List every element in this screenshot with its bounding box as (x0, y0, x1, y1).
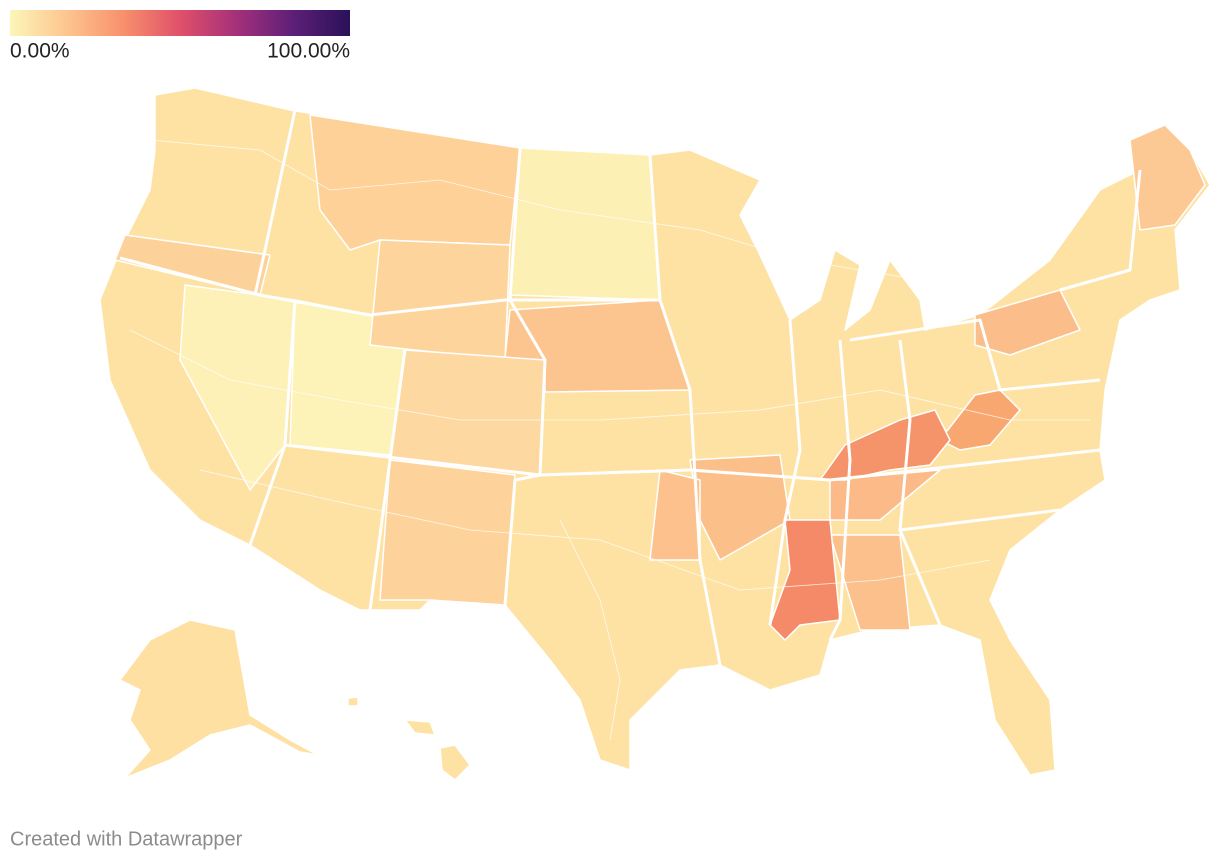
state-border (368, 349, 407, 611)
region (509, 147, 661, 301)
state-border (768, 319, 802, 626)
state-border (119, 256, 660, 317)
state-border (503, 147, 547, 606)
hawaii (439, 744, 471, 781)
alaska (119, 619, 319, 779)
district-border (149, 139, 1041, 281)
legend-label: 0.00% (10, 40, 70, 63)
credit: Created with Datawrapper (10, 828, 243, 850)
state-border (899, 508, 1061, 532)
legend-gradient (10, 10, 350, 36)
state-border (648, 154, 722, 666)
state-border (828, 339, 852, 641)
region (769, 519, 841, 641)
state-border (284, 443, 1101, 482)
district-border (129, 329, 1090, 421)
region (379, 459, 516, 606)
region (369, 239, 511, 361)
hawaii (404, 719, 436, 736)
region (974, 289, 1081, 356)
legend-label: 100.00% (267, 40, 350, 63)
district-border (199, 469, 991, 591)
region (939, 389, 1021, 451)
state-border (253, 109, 297, 296)
state-border (1059, 169, 1142, 292)
district-border (559, 519, 621, 741)
hawaii (347, 696, 359, 707)
state-border (849, 318, 1101, 392)
region (829, 534, 911, 631)
region (1129, 124, 1206, 231)
state-border (898, 339, 942, 626)
map (99, 87, 1211, 781)
